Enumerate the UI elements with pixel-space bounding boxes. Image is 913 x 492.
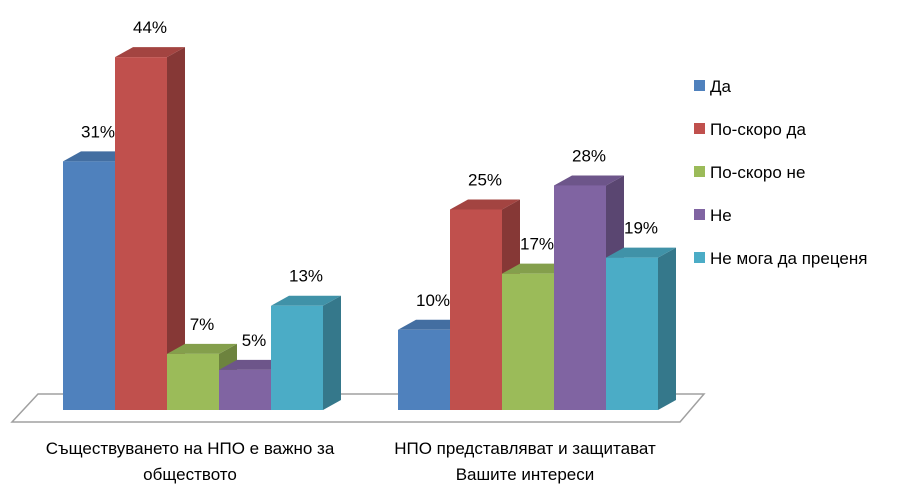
bar	[450, 199, 520, 410]
bar	[271, 295, 341, 410]
bar-front	[502, 273, 554, 410]
value-label: 10%	[416, 291, 450, 310]
bar-front	[167, 353, 219, 410]
legend-label: По-скоро да	[710, 120, 806, 139]
bar-front	[554, 185, 606, 410]
bar-front	[63, 161, 115, 410]
bar-top	[271, 295, 341, 306]
bar-top	[554, 175, 624, 186]
bar-top	[167, 343, 237, 354]
bar-front	[450, 209, 502, 410]
value-label: 17%	[520, 235, 554, 254]
value-label: 5%	[242, 331, 267, 350]
bar-top	[606, 247, 676, 258]
value-label: 31%	[81, 122, 115, 141]
value-label: 7%	[190, 315, 215, 334]
x-tick-label: НПО представляват и защитават Вашите инт…	[394, 439, 656, 484]
bar	[115, 47, 185, 411]
floor	[10, 393, 706, 423]
value-label: 44%	[133, 18, 167, 37]
bar	[606, 247, 676, 410]
legend-swatch	[694, 252, 705, 263]
bar-top	[450, 199, 520, 210]
bar-top	[115, 47, 185, 58]
value-label: 28%	[572, 146, 606, 165]
legend-label: Не	[710, 206, 732, 225]
legend-label: По-скоро не	[710, 163, 805, 182]
legend-swatch	[694, 80, 705, 91]
bar-front	[271, 305, 323, 410]
x-tick-label: Съществуването на НПО е важно за обществ…	[45, 439, 335, 484]
bar-side	[323, 295, 341, 410]
bar-front	[606, 257, 658, 410]
bar-front	[219, 369, 271, 410]
legend-swatch	[694, 209, 705, 220]
bar-front	[115, 57, 167, 411]
legend-swatch	[694, 166, 705, 177]
bar-side	[658, 247, 676, 410]
bar-front	[398, 329, 450, 410]
value-label: 13%	[289, 267, 323, 286]
bar-side	[167, 47, 185, 411]
legend-swatch	[694, 123, 705, 134]
legend-label: Да	[710, 77, 732, 96]
value-label: 25%	[468, 171, 502, 190]
value-label: 19%	[624, 219, 658, 238]
legend-label: Не мога да преценя	[710, 249, 867, 268]
